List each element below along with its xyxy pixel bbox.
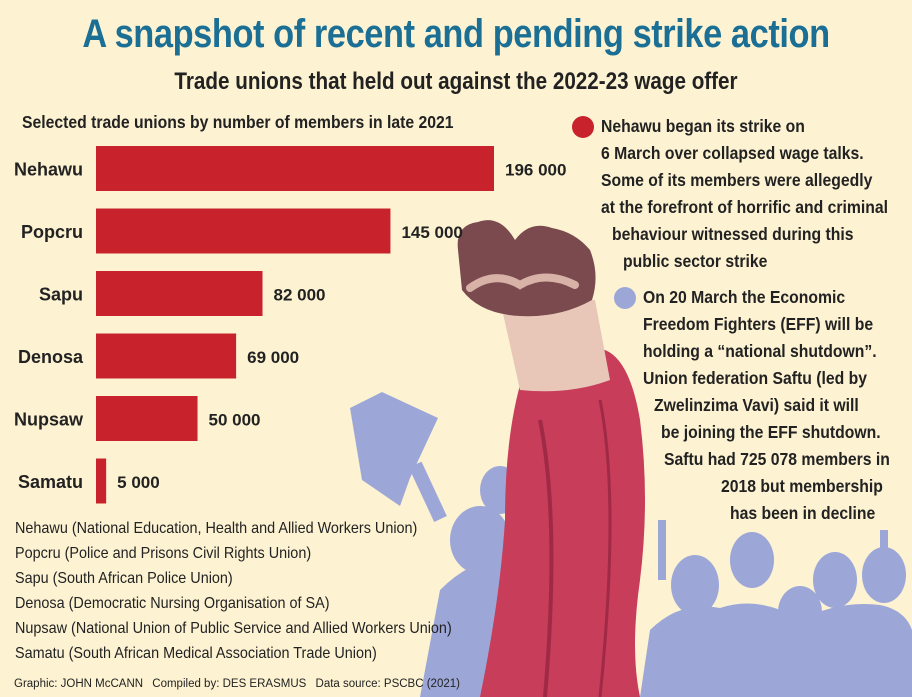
value-label: 82 000 [274,286,326,305]
chart-title: Selected trade unions by number of membe… [22,112,454,132]
category-label: Nupsaw [14,410,84,430]
page-subtitle: Trade unions that held out against the 2… [174,68,738,95]
raised-arm [480,349,645,697]
membership-bar-chart: Nehawu 196 000 Popcru 145 000 Sapu 82 000 Deno… [14,146,566,504]
category-label: Sapu [39,285,83,305]
bullet-line: holding a “national shutdown”. [643,341,877,361]
bullet-line: public sector strike [623,251,768,271]
credit-graphic: Graphic: JOHN McCANN [14,678,144,690]
union-glossary: Nehawu (National Education, Health and A… [15,516,500,666]
value-label: 145 000 [401,223,462,242]
bullet-dot-red [572,116,594,138]
bullet-line: be joining the EFF shutdown. [661,422,881,442]
bullet-line: Zwelinzima Vavi) said it will [654,395,859,415]
bar-nupsaw [96,396,198,441]
glossary-item: Denosa (Democratic Nursing Organisation … [15,595,330,612]
glossary-item: Samatu (South African Medical Associatio… [15,645,377,662]
bullet-line: 2018 but membership [721,476,883,496]
bullet-nehawu-strike: Nehawu began its strike on 6 March over … [572,113,902,278]
bar-popcru [96,208,391,254]
bullet-line: 6 March over collapsed wage talks. [601,143,864,163]
page-title: A snapshot of recent and pending strike … [82,12,830,56]
bar-nehawu [96,146,494,191]
value-label: 5 000 [117,473,160,492]
value-label: 50 000 [209,411,261,430]
bar-denosa [96,333,237,379]
value-label: 69 000 [247,348,299,367]
bullet-line: has been in decline [730,503,876,523]
bullet-eff-shutdown: On 20 March the Economic Freedom Fighter… [614,284,910,534]
bullet-line: Freedom Fighters (EFF) will be [643,314,874,334]
category-label: Samatu [18,472,83,492]
bar-sapu [96,271,263,316]
credit-source: Data source: PSCBC (2021) [315,678,460,690]
glossary-item: Nehawu (National Education, Health and A… [15,520,418,537]
bullet-dot-blue [614,287,636,309]
credit-compiled: Compiled by: DES ERASMUS [152,678,307,690]
glossary-item: Nupsaw (National Union of Public Service… [15,620,452,637]
bullet-line: Nehawu began its strike on [601,116,805,136]
glossary-item: Sapu (South African Police Union) [15,570,233,587]
bullet-line: Saftu had 725 078 members in [664,449,890,469]
bullet-line: On 20 March the Economic [643,287,846,307]
bullet-line: behaviour witnessed during this [612,224,854,244]
bullet-line: Union federation Saftu (led by [643,368,868,388]
glossary-item: Popcru (Police and Prisons Civil Rights … [15,545,312,562]
category-label: Popcru [21,222,83,242]
bar-samatu [96,458,107,504]
bullet-line: Some of its members were allegedly [601,170,873,190]
fist-icon [457,220,596,317]
bullet-line: at the forefront of horrific and crimina… [601,197,889,217]
category-label: Nehawu [14,160,83,180]
credits-line: Graphic: JOHN McCANN Compiled by: DES ER… [14,678,466,690]
value-label: 196 000 [505,161,566,180]
category-label: Denosa [18,347,84,367]
